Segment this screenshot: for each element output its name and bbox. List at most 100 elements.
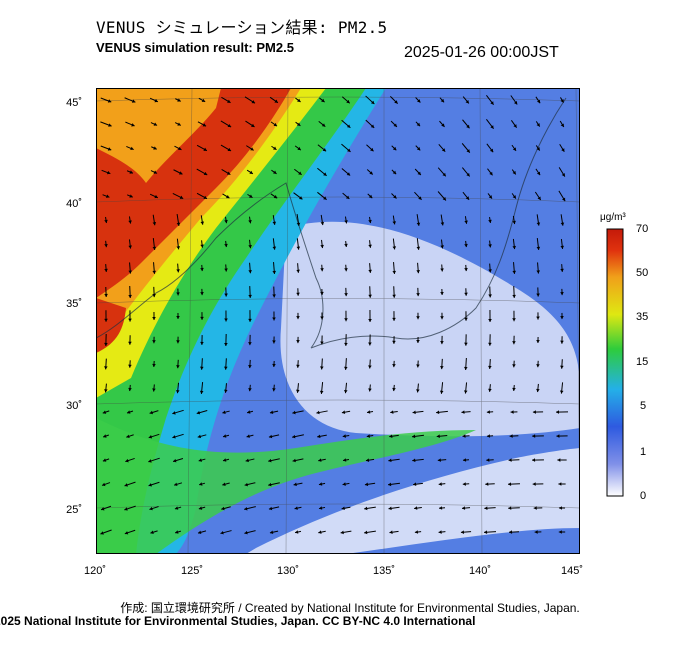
wind-arrow-head <box>490 125 494 129</box>
wind-arrow-head <box>317 434 321 439</box>
wind-arrow-head <box>269 530 274 535</box>
wind-arrow-head <box>200 292 204 296</box>
wind-arrow-head <box>245 458 249 463</box>
wind-arrow-head <box>414 530 419 534</box>
wind-arrow-head <box>318 458 322 462</box>
wind-arrow-head <box>124 483 128 487</box>
wind-arrow-head <box>532 482 536 486</box>
wind-arrow-head <box>197 530 202 535</box>
wind-arrow-head <box>416 364 420 368</box>
wind-arrow-head <box>296 222 301 226</box>
wind-arrow-head <box>488 219 492 223</box>
wind-arrow-head <box>226 171 231 175</box>
wind-arrow-head <box>488 269 492 273</box>
wind-arrow-head <box>320 366 324 370</box>
wind-arrow-head <box>464 317 468 321</box>
wind-arrow-head <box>104 293 108 297</box>
timestamp: 2025-01-26 00:00JST <box>404 44 559 61</box>
wind-arrow-head <box>172 435 176 439</box>
wind-arrow-head <box>536 99 541 104</box>
wind-arrow-head <box>296 292 300 296</box>
wind-arrow-head <box>202 123 207 127</box>
wind-arrow-head <box>152 270 157 274</box>
wind-arrow-head <box>536 222 541 226</box>
wind-arrow-head <box>128 245 132 249</box>
wind-arrow-head <box>417 99 421 103</box>
wind-arrow-head <box>560 222 565 226</box>
wind-arrow-head <box>198 506 203 510</box>
wind-arrow-head <box>392 363 396 368</box>
wind-arrow-head <box>489 148 494 153</box>
wind-arrow-head <box>298 196 303 200</box>
wind-arrow-head <box>365 458 370 462</box>
wind-arrow-head <box>104 219 108 224</box>
wind-arrow-head <box>486 458 490 462</box>
wind-arrow-head <box>418 196 422 200</box>
wind-arrow-head <box>224 293 228 297</box>
wind-arrow-head <box>131 123 135 127</box>
pm25-map <box>96 88 580 554</box>
wind-arrow-head <box>388 482 392 487</box>
wind-arrow-head <box>273 122 278 127</box>
wind-arrow-head <box>248 245 252 249</box>
wind-arrow-head <box>200 341 204 345</box>
wind-arrow-head <box>296 122 301 126</box>
wind-arrow-head <box>388 458 392 463</box>
wind-arrow-head <box>224 389 228 393</box>
wind-arrow-head <box>173 458 177 463</box>
wind-arrow-head <box>536 171 541 176</box>
wind-arrow-head <box>512 170 516 175</box>
wind-arrow-head <box>154 98 158 103</box>
wind-arrow-head <box>342 482 346 486</box>
wind-arrow-head <box>203 195 207 199</box>
wind-arrow-head <box>128 341 132 345</box>
wind-arrow-head <box>222 410 226 414</box>
wind-arrow-head <box>103 434 107 438</box>
colorbar-tick-1: 1 <box>640 446 647 458</box>
wind-arrows <box>100 95 569 535</box>
wind-arrow-head <box>416 122 421 127</box>
wind-arrow-head <box>416 293 420 297</box>
wind-arrow-head <box>463 390 468 394</box>
wind-arrow-head <box>560 316 564 320</box>
wind-arrow-head <box>344 293 348 297</box>
wind-arrow-head <box>364 506 368 511</box>
wind-arrow-head <box>248 364 252 369</box>
wind-arrow-head <box>466 149 470 153</box>
wind-arrow-head <box>536 339 540 344</box>
wind-arrow-head <box>534 530 538 534</box>
wind-arrow-head <box>203 171 208 176</box>
wind-arrow-head <box>318 482 323 486</box>
wind-arrow-head <box>104 366 108 370</box>
colorbar-unit: μg/m³ <box>600 212 626 223</box>
wind-arrow-head <box>320 244 324 249</box>
lon-label-135: 135˚ <box>372 565 396 577</box>
wind-arrow-head <box>533 506 537 510</box>
wind-arrow-head <box>344 318 348 322</box>
wind-arrow-head <box>536 316 540 320</box>
wind-arrow-head <box>128 387 132 392</box>
lat-label-25: 25˚ <box>66 504 82 516</box>
wind-arrow-head <box>416 270 420 274</box>
wind-arrow-head <box>389 530 393 534</box>
wind-arrow-head <box>128 220 132 224</box>
pm25-field-green-south <box>96 418 476 554</box>
wind-arrow-head <box>154 194 158 199</box>
wind-arrow-head <box>273 170 277 174</box>
wind-arrow-head <box>178 146 182 151</box>
wind-arrow-head <box>464 220 468 224</box>
wind-arrow-head <box>345 195 350 199</box>
wind-arrow-head <box>126 434 130 438</box>
wind-arrow-head <box>558 530 562 534</box>
wind-arrow-head <box>125 458 129 463</box>
wind-arrow-head <box>412 458 416 463</box>
wind-arrow-head <box>244 506 248 511</box>
colorbar <box>606 228 624 497</box>
wind-arrow-head <box>560 123 564 127</box>
wind-arrow-head <box>220 530 224 535</box>
wind-arrow-head <box>321 98 325 103</box>
wind-arrow-head <box>488 388 492 392</box>
wind-arrow-head <box>250 147 254 151</box>
credit-line: 作成: 国立環境研究所 / Created by National Instit… <box>120 601 580 615</box>
wind-arrow-head <box>488 244 492 248</box>
